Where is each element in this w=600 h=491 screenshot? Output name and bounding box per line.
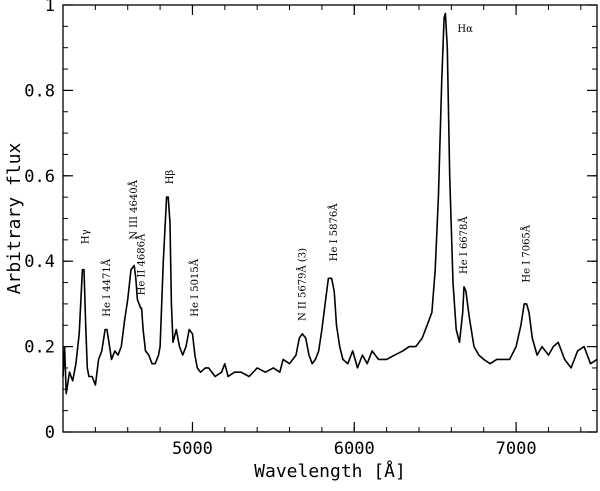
line-annotation: He I 4471Å <box>101 258 113 316</box>
line-annotation: N II 5679Å (3) <box>296 248 308 321</box>
x-tick-label: 7000 <box>496 439 537 459</box>
series-layer <box>62 12 598 395</box>
x-tick-label: 5000 <box>172 439 213 459</box>
y-tick-label: 0.4 <box>24 252 55 272</box>
line-annotation: He I 7065Å <box>521 224 533 282</box>
line-annotation: Hβ <box>165 170 176 185</box>
x-axis-title: Wavelength [Å] <box>254 460 406 482</box>
line-annotation: He I 5015Å <box>189 258 201 316</box>
line-annotation: He II 4686Å <box>136 233 148 295</box>
line-annotation: Hγ <box>81 229 92 244</box>
y-tick-label: 0 <box>45 423 55 443</box>
line-annotation: He I 6678Å <box>458 216 470 274</box>
line-annotation: N III 4640Å <box>128 179 140 239</box>
axis-ticks: 5000 6000 7000 0 0.2 0.4 0.6 0.8 1 <box>24 0 597 459</box>
line-annotation: He I 5876Å <box>328 203 340 261</box>
y-tick-label: 0.6 <box>24 167 55 187</box>
y-axis-title: Arbitrary flux <box>4 142 25 294</box>
y-tick-label: 1 <box>45 0 55 16</box>
line-annotation: Hα <box>457 24 473 35</box>
y-tick-label: 0.2 <box>24 338 55 358</box>
spectrum-line <box>62 12 598 395</box>
x-tick-label: 6000 <box>334 439 375 459</box>
y-tick-label: 0.8 <box>24 81 55 101</box>
